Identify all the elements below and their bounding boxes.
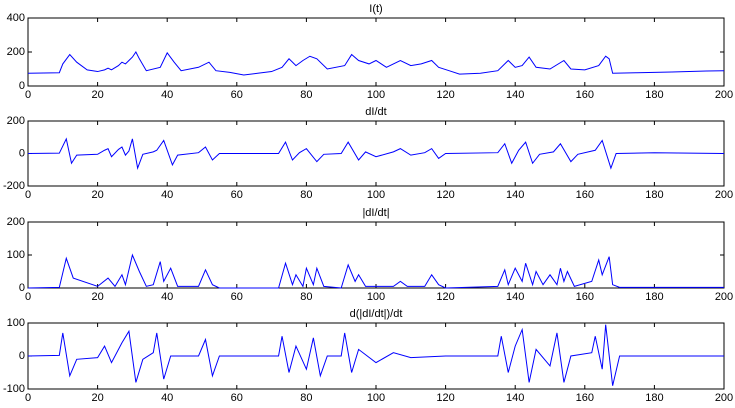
subplot-title: dI/dt <box>365 106 386 118</box>
axes-frame <box>27 120 725 187</box>
x-tick-label: 200 <box>715 189 733 201</box>
x-tick-label: 60 <box>231 392 243 404</box>
x-tick-label: 180 <box>645 189 663 201</box>
x-tick-label: 180 <box>645 89 663 101</box>
x-tick-label: 140 <box>506 189 524 201</box>
x-tick-label: 140 <box>506 291 524 303</box>
x-tick-label: 120 <box>436 189 454 201</box>
x-tick-label: 180 <box>645 392 663 404</box>
x-tick-label: 200 <box>715 291 733 303</box>
x-tick-label: 60 <box>231 189 243 201</box>
x-tick-label: 40 <box>161 89 173 101</box>
x-tick-label: 160 <box>576 189 594 201</box>
y-tick-label: 200 <box>7 216 25 228</box>
x-tick-label: 100 <box>367 392 385 404</box>
x-tick-label: 180 <box>645 291 663 303</box>
x-tick-label: 0 <box>25 189 31 201</box>
x-tick-label: 0 <box>25 89 31 101</box>
data-line <box>27 253 724 289</box>
x-tick-label: 20 <box>91 89 103 101</box>
x-tick-label: 100 <box>367 89 385 101</box>
y-tick-label: 200 <box>7 115 25 127</box>
x-tick-label: 80 <box>300 392 312 404</box>
x-tick-label: 20 <box>91 189 103 201</box>
x-tick-label: 200 <box>715 89 733 101</box>
x-tick-label: 40 <box>161 392 173 404</box>
x-tick-label: 20 <box>91 392 103 404</box>
x-tick-label: 100 <box>367 189 385 201</box>
x-tick-label: 140 <box>506 392 524 404</box>
axes-frame <box>27 17 725 87</box>
x-tick-label: 120 <box>436 89 454 101</box>
x-tick-label: 160 <box>576 291 594 303</box>
y-tick-label: 100 <box>7 249 25 261</box>
y-tick-label: 0 <box>19 80 25 92</box>
x-tick-label: 0 <box>25 392 31 404</box>
x-tick-label: 160 <box>576 392 594 404</box>
x-tick-label: 140 <box>506 89 524 101</box>
y-tick-label: 0 <box>19 350 25 362</box>
y-tick-label: 400 <box>7 12 25 24</box>
y-tick-label: -200 <box>3 180 25 192</box>
y-tick-label: 100 <box>7 317 25 329</box>
y-tick-label: 200 <box>7 46 25 58</box>
data-line <box>27 324 724 386</box>
x-tick-label: 200 <box>715 392 733 404</box>
x-tick-label: 120 <box>436 291 454 303</box>
y-tick-label: 0 <box>19 147 25 159</box>
x-tick-label: 80 <box>300 291 312 303</box>
data-line <box>27 137 725 171</box>
data-line <box>27 51 725 76</box>
axes-frame <box>27 221 725 289</box>
x-tick-label: 80 <box>300 89 312 101</box>
y-tick-label: 0 <box>19 282 25 294</box>
subplot-title: d(|dI/dt|)/dt <box>350 308 403 320</box>
y-tick-label: -100 <box>3 383 25 395</box>
axes-frame <box>27 322 725 390</box>
x-tick-label: 80 <box>300 189 312 201</box>
x-tick-label: 60 <box>231 89 243 101</box>
x-tick-label: 100 <box>367 291 385 303</box>
x-tick-label: 0 <box>25 291 31 303</box>
x-tick-label: 120 <box>436 392 454 404</box>
x-tick-label: 40 <box>161 189 173 201</box>
x-tick-label: 60 <box>231 291 243 303</box>
x-tick-label: 160 <box>576 89 594 101</box>
subplot-title: |dI/dt| <box>362 207 389 219</box>
subplot-title: I(t) <box>369 3 382 15</box>
x-tick-label: 20 <box>91 291 103 303</box>
x-tick-label: 40 <box>161 291 173 303</box>
